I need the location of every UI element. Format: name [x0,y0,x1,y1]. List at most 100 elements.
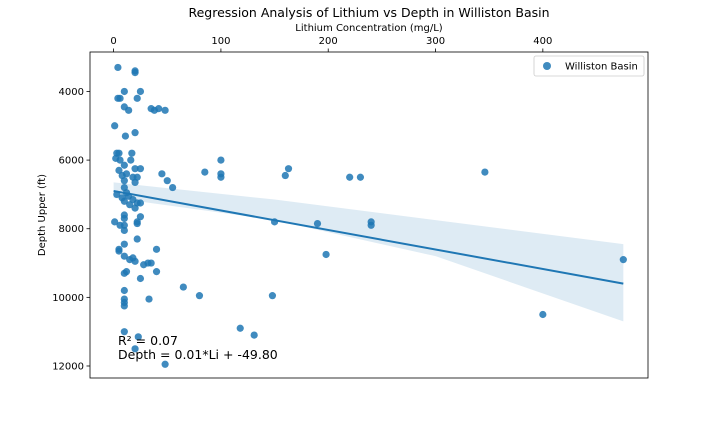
x-tick-label: 100 [211,36,230,47]
scatter-point [152,268,161,276]
scatter-point [136,87,145,96]
legend-entry-label: Williston Basin [565,62,638,73]
legend-marker [543,62,551,70]
scatter-point [268,292,277,300]
scatter-point [236,324,244,332]
scatter-point [127,156,135,164]
scatter-point [270,218,279,226]
scatter-point [114,63,122,72]
scatter-point [120,87,128,96]
scatter-point [322,250,330,259]
scatter-point [158,170,166,178]
confidence-band [113,182,624,322]
scatter-point [133,218,141,226]
scatter-point [125,106,133,114]
scatter-point [122,170,131,178]
scatter-point [131,345,139,353]
scatter-point [111,122,119,130]
scatter-point [120,221,128,229]
scatter-point [131,165,139,173]
scatter-point [619,256,627,264]
scatter-point [367,221,375,229]
scatter-point [539,310,547,319]
scatter-point [115,247,123,255]
scatter-point [121,132,130,140]
scatter-point [128,149,136,157]
scatter-point [115,149,123,157]
scatter-point [120,252,128,260]
scatter-point [346,173,354,181]
scatter-point [179,283,187,291]
scatter-point [134,333,142,341]
scatter-points-layer [111,63,627,368]
x-tick-label: 300 [426,36,445,47]
plot-frame [89,51,649,379]
scatter-point [161,106,169,114]
scatter-point [217,173,225,181]
scatter-point [163,177,171,185]
legend-box [533,55,645,77]
scatter-point [120,302,128,310]
y-tick-label: 8000 [59,224,84,235]
scatter-point [115,166,123,174]
scatter-point [217,156,225,164]
scatter-point [136,165,145,173]
x-axis-label: Lithium Concentration (mg/L) [295,23,442,34]
scatter-point [120,226,128,235]
scatter-point [313,219,322,228]
regression-line [113,189,624,285]
legend: Williston Basin [533,55,645,77]
scatter-point [250,331,258,339]
scatter-point [169,183,177,192]
chart-title: Regression Analysis of Lithium vs Depth … [188,5,549,20]
axis-ticks-layer: 0 100 200 300 400 4000 6000 8000 10000 12000 [52,36,552,372]
scatter-point [195,292,204,300]
y-tick-label: 12000 [52,361,84,372]
scatter-point [116,94,124,102]
scatter-point [136,213,145,221]
scatter-point [284,165,293,173]
scatter-point [201,168,209,176]
scatter-point [136,274,145,283]
scatter-point [120,177,128,185]
r-squared-annotation: R² = 0.07 [118,333,178,348]
scatter-point [145,295,153,303]
scatter-point [131,68,139,77]
x-tick-label: 400 [533,36,552,47]
scatter-point [120,240,128,248]
scatter-point [120,214,128,223]
scatter-point [131,178,139,186]
confidence-band-layer [113,182,624,322]
scatter-point [120,269,128,277]
y-tick-label: 6000 [59,156,84,167]
scatter-point [155,105,163,113]
scatter-point [136,199,145,207]
scatter-point [131,204,139,212]
scatter-point [161,360,169,368]
scatter-point [131,257,139,265]
y-tick-label: 10000 [52,293,84,304]
scatter-point [281,171,289,180]
scatter-point [116,156,124,164]
y-axis-label: Depth Upper (ft) [37,174,48,256]
x-tick-label: 200 [319,36,338,47]
scatter-point [120,161,128,169]
scatter-point [111,218,119,226]
regression-line-layer [113,189,624,285]
scatter-point [120,197,128,205]
scatter-point [133,94,141,102]
equation-annotation: Depth = 0.01*Li + -49.80 [118,347,278,362]
scatter-point [131,129,139,137]
scatter-point [133,235,141,243]
scatter-point [126,201,134,209]
scatter-point [152,245,161,253]
scatter-point [481,168,489,176]
scatter-point [120,328,128,336]
scatter-point [147,259,155,267]
y-tick-label: 4000 [59,87,84,98]
scatter-point [356,173,365,181]
scatter-point [120,286,128,295]
x-tick-label: 0 [110,36,116,47]
scatter-point [113,190,121,199]
